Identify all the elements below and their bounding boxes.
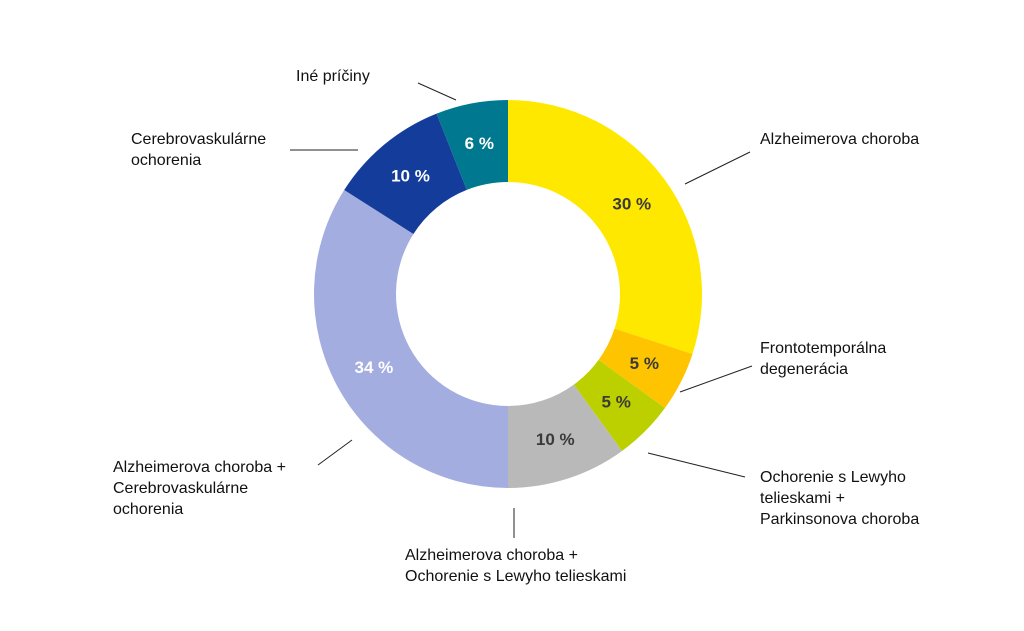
- leader-line-lewy-parkinson: [647, 452, 746, 478]
- slice-cvd: [344, 113, 467, 234]
- percentage-labels: 30 % 5 % 5 % 10 % 34 % 10 % 6 %: [355, 134, 659, 449]
- leader-line-frontotemporal: [679, 365, 753, 393]
- leader-lines: [290, 82, 753, 538]
- label-cvd: Cerebrovaskulárne ochorenia: [131, 131, 271, 169]
- slice-alz-lewy: [508, 384, 623, 488]
- label-alz-cvd-line-1: Alzheimerova choroba +: [113, 459, 286, 476]
- slice-frontotemporal: [598, 328, 693, 409]
- label-cvd-line-1: Cerebrovaskulárne: [131, 131, 266, 148]
- pct-label-other: 6 %: [465, 134, 494, 153]
- slice-lewy-parkinson: [573, 359, 665, 451]
- pct-label-alzheimer: 30 %: [612, 195, 651, 214]
- label-alz-lewy-line-1: Alzheimerova choroba +: [405, 547, 578, 564]
- leader-line-other: [417, 82, 457, 101]
- label-frontotemporal-line-2: degenerácia: [760, 361, 848, 378]
- label-frontotemporal: Frontotemporálna degenerácia: [760, 340, 891, 378]
- label-other: Iné príčiny: [296, 68, 370, 85]
- label-other-line: Iné príčiny: [296, 68, 370, 85]
- slice-alzheimer: [508, 100, 702, 354]
- slice-other: [436, 100, 508, 190]
- slice-alz-cvd: [313, 190, 508, 488]
- pct-label-alz-lewy: 10 %: [536, 430, 575, 449]
- label-frontotemporal-line-1: Frontotemporálna: [760, 340, 886, 357]
- pct-label-cvd: 10 %: [391, 167, 430, 186]
- label-alz-cvd-line-3: ochorenia: [113, 501, 183, 518]
- label-lewy-parkinson-line-1: Ochorenie s Lewyho: [760, 469, 906, 486]
- donut-slices: [313, 100, 702, 488]
- label-alz-lewy-line-2: Ochorenie s Lewyho telieskami: [405, 568, 626, 585]
- label-alzheimer-line: Alzheimerova choroba: [760, 131, 919, 148]
- label-alz-cvd-line-2: Cerebrovaskulárne: [113, 480, 248, 497]
- leader-line-alz-cvd: [317, 439, 353, 466]
- label-alz-cvd: Alzheimerova choroba + Cerebrovaskulárne…: [113, 459, 290, 518]
- label-lewy-parkinson-line-2: telieskami +: [760, 490, 845, 507]
- label-alz-lewy: Alzheimerova choroba + Ochorenie s Lewyh…: [405, 547, 626, 585]
- pct-label-frontotemporal: 5 %: [630, 354, 659, 373]
- leader-line-alzheimer: [684, 151, 751, 185]
- label-lewy-parkinson-line-3: Parkinsonova choroba: [760, 511, 919, 528]
- label-alzheimer: Alzheimerova choroba: [760, 131, 919, 148]
- label-cvd-line-2: ochorenia: [131, 152, 201, 169]
- label-lewy-parkinson: Ochorenie s Lewyho telieskami + Parkinso…: [760, 469, 919, 528]
- pct-label-alz-cvd: 34 %: [355, 358, 394, 377]
- pct-label-lewy-parkinson: 5 %: [602, 393, 631, 412]
